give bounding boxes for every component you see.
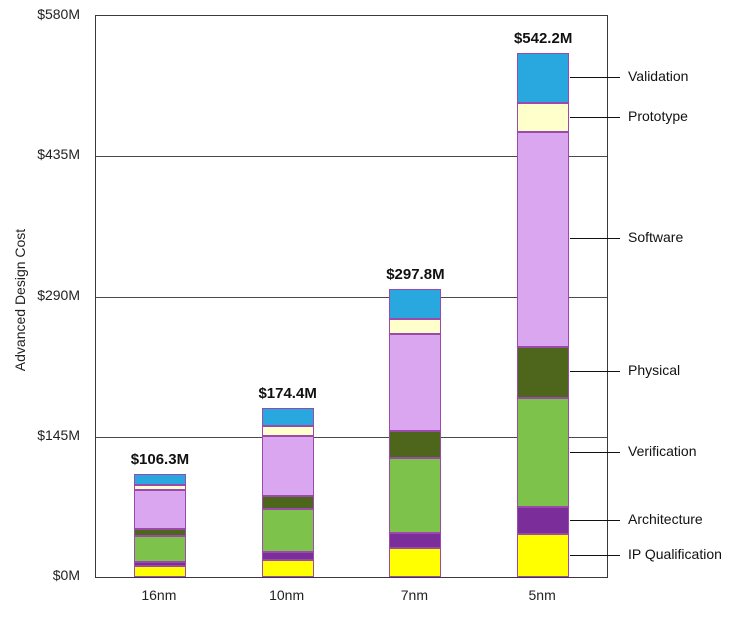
bar-segment-architecture <box>517 507 570 535</box>
bar-segment-ip-qualification <box>517 534 570 577</box>
bar-segment-validation <box>133 474 186 486</box>
bar-segment-software <box>517 132 570 347</box>
bar-segment-architecture <box>261 551 314 560</box>
x-axis-tick-label: 5nm <box>528 587 556 603</box>
legend-label-architecture: Architecture <box>628 511 703 527</box>
bar-segment-validation <box>389 288 442 319</box>
legend-label-prototype: Prototype <box>628 108 688 124</box>
legend-label-verification: Verification <box>628 443 697 459</box>
bar-segment-architecture <box>389 533 442 548</box>
bar-segment-validation <box>261 408 314 427</box>
x-axis-tick-label: 7nm <box>400 587 428 603</box>
y-axis-tick-label: $0M <box>52 567 80 583</box>
legend-callout-line <box>570 371 620 372</box>
bar-segment-verification <box>389 458 442 534</box>
bar-segment-verification <box>517 398 570 508</box>
bar-segment-validation <box>517 52 570 104</box>
x-axis-tick-label: 16nm <box>141 587 177 603</box>
legend-label-ip-qualification: IP Qualification <box>628 546 722 562</box>
legend-label-physical: Physical <box>628 362 681 378</box>
bar-segment-prototype <box>261 426 314 436</box>
bar-total-label: $174.4M <box>258 385 317 403</box>
bar-segment-prototype <box>389 318 442 335</box>
x-axis-tick-label: 10nm <box>269 587 305 603</box>
bar-total-label: $106.3M <box>130 451 190 469</box>
gridline <box>96 296 607 298</box>
legend-label-validation: Validation <box>628 68 689 84</box>
y-axis-tick-label: $145M <box>37 426 80 443</box>
legend-label-software: Software <box>628 229 684 245</box>
bar-segment-physical <box>389 430 442 459</box>
bar-segment-software <box>261 435 314 496</box>
bar-segment-physical <box>261 495 314 510</box>
gridline <box>96 156 607 158</box>
y-axis-tick-label: $580M <box>37 6 80 22</box>
bar-segment-verification <box>133 536 186 562</box>
legend-callout-line <box>570 238 620 239</box>
gridline <box>96 436 607 438</box>
legend-callout-line <box>570 77 620 78</box>
y-axis-tick-label: $435M <box>37 146 80 163</box>
bar-segment-software <box>133 489 186 529</box>
bar-segment-ip-qualification <box>261 559 314 577</box>
bar-total-label: $297.8M <box>386 265 445 283</box>
bar-segment-prototype <box>133 485 186 490</box>
bar-segment-software <box>389 334 442 431</box>
bar-segment-prototype <box>517 103 570 133</box>
bar-total-label: $542.2M <box>513 29 573 47</box>
bar-segment-ip-qualification <box>133 566 186 577</box>
legend-callout-line <box>570 520 620 521</box>
bar-segment-physical <box>133 528 186 537</box>
bar-segment-physical <box>517 346 570 399</box>
bar-segment-architecture <box>133 561 186 567</box>
legend-callout-line <box>570 555 620 556</box>
bar-segment-ip-qualification <box>389 547 442 577</box>
bar-segment-verification <box>261 509 314 552</box>
plot-area: $106.3M $174.4M $297.8M $542.2M <box>95 15 608 578</box>
legend-callout-line <box>570 452 620 453</box>
y-axis-tick-label: $290M <box>37 286 80 303</box>
legend-callout-line <box>570 117 620 118</box>
